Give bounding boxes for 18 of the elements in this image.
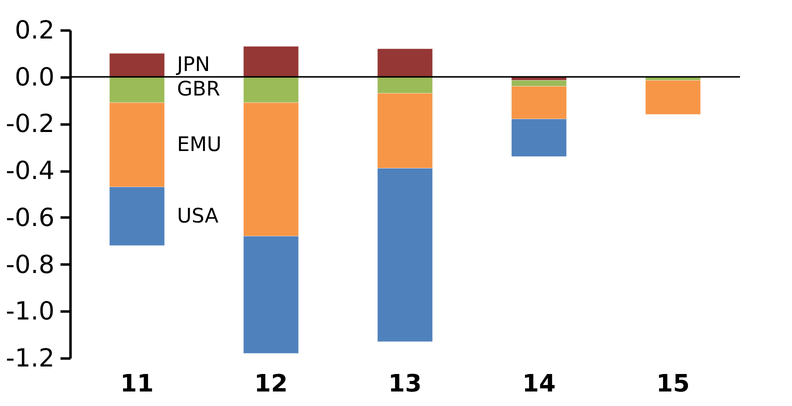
- y-tick-label: -1.0: [6, 296, 54, 326]
- y-tick-label: -0.6: [6, 202, 54, 232]
- y-tick-label: 0.2: [14, 16, 54, 44]
- x-tick-label: 11: [120, 370, 154, 398]
- x-tick-label: 14: [522, 370, 556, 398]
- y-tick-label: 0.0: [14, 62, 54, 92]
- y-tick-label: -0.4: [6, 156, 54, 186]
- y-tick-label: -0.8: [6, 250, 54, 279]
- x-tick-label: 15: [656, 370, 690, 398]
- x-tick-label: 13: [388, 370, 422, 398]
- y-tick-label: -0.2: [6, 109, 54, 138]
- series-label: EMU: [177, 132, 222, 156]
- series-label: JPN: [175, 52, 210, 76]
- y-tick-label: -1.2: [6, 344, 54, 372]
- series-label: USA: [177, 203, 219, 228]
- bar: [645, 80, 701, 115]
- series-label: GBR: [177, 76, 220, 101]
- x-tick-label: 12: [254, 370, 288, 398]
